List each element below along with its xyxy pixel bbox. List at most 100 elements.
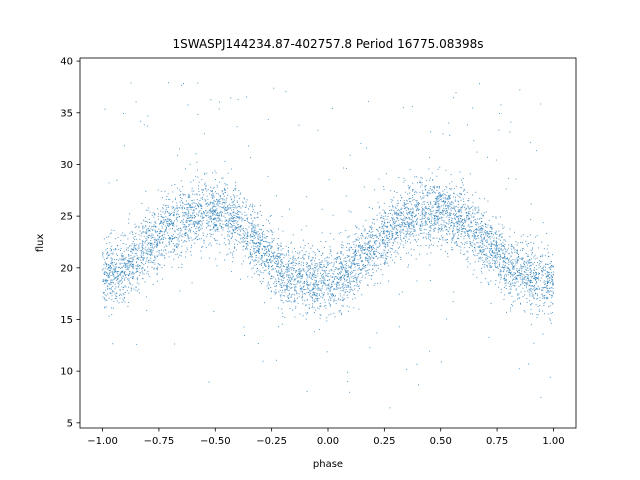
data-point <box>112 279 114 281</box>
data-point <box>505 288 507 290</box>
data-point <box>449 203 451 205</box>
data-point <box>250 239 252 241</box>
data-point <box>261 260 263 262</box>
data-point <box>224 224 226 225</box>
data-point <box>193 223 195 225</box>
data-point <box>379 244 381 246</box>
data-point <box>392 248 393 250</box>
data-point <box>215 220 217 222</box>
data-point <box>508 261 510 263</box>
data-point <box>496 267 498 269</box>
data-point <box>280 275 281 277</box>
data-point <box>128 222 130 224</box>
data-point <box>232 201 234 203</box>
data-point <box>166 226 167 228</box>
data-point <box>293 283 295 285</box>
data-point <box>333 312 335 314</box>
data-point <box>382 254 384 256</box>
data-point <box>448 201 450 202</box>
data-point <box>513 272 515 274</box>
data-point <box>212 211 214 212</box>
data-point <box>133 276 135 278</box>
data-point <box>423 209 425 211</box>
data-point <box>341 244 343 246</box>
data-point <box>125 258 127 260</box>
data-point <box>200 213 202 215</box>
data-point <box>288 264 289 266</box>
data-point <box>410 234 412 236</box>
data-point <box>400 200 401 202</box>
data-point <box>227 239 229 241</box>
data-point <box>167 222 169 224</box>
data-point <box>130 82 132 84</box>
data-point <box>438 186 440 187</box>
data-point <box>314 300 316 302</box>
data-point <box>192 221 194 223</box>
data-point <box>471 235 473 237</box>
data-point <box>512 259 514 260</box>
data-point <box>133 263 134 265</box>
data-point <box>447 205 449 207</box>
data-point <box>190 254 192 256</box>
data-point <box>482 249 484 251</box>
data-point <box>369 245 370 247</box>
data-point <box>112 252 114 254</box>
data-point <box>419 224 421 226</box>
data-point <box>482 225 484 227</box>
data-point <box>489 238 491 240</box>
data-point <box>442 204 444 206</box>
data-point <box>272 269 274 270</box>
data-point <box>321 288 323 290</box>
data-point <box>331 108 333 109</box>
data-point <box>519 273 521 274</box>
data-point <box>315 286 316 288</box>
data-point <box>437 222 439 224</box>
data-point <box>464 206 465 208</box>
data-point <box>462 219 464 220</box>
data-point <box>443 193 445 195</box>
data-point <box>105 279 107 281</box>
data-point <box>262 231 263 233</box>
data-point <box>474 235 476 236</box>
data-point <box>197 205 199 207</box>
data-point <box>373 223 375 225</box>
data-point <box>379 235 381 237</box>
data-point <box>458 231 460 233</box>
data-point <box>109 284 111 286</box>
data-point <box>277 259 279 261</box>
data-point <box>224 225 226 227</box>
data-point <box>450 174 452 176</box>
data-point <box>121 256 123 258</box>
data-point <box>268 248 269 250</box>
data-point <box>544 294 546 296</box>
data-point <box>196 193 198 195</box>
data-point <box>519 274 521 276</box>
data-point <box>429 233 431 235</box>
data-point <box>432 179 434 181</box>
data-point <box>113 268 115 270</box>
data-point <box>207 223 209 225</box>
data-point <box>286 288 287 290</box>
data-point <box>547 244 549 246</box>
data-point <box>121 267 123 269</box>
data-point <box>531 254 533 256</box>
data-point <box>552 284 554 286</box>
data-point <box>478 252 480 254</box>
data-point <box>323 266 325 267</box>
data-point <box>509 288 511 290</box>
data-point <box>206 190 208 192</box>
data-point <box>342 254 344 256</box>
data-point <box>360 235 362 237</box>
data-point <box>234 229 236 231</box>
data-point <box>371 208 373 210</box>
data-point <box>409 201 411 202</box>
data-point <box>404 225 406 227</box>
data-point <box>364 237 366 239</box>
data-point <box>356 245 358 247</box>
data-point <box>183 218 184 220</box>
data-point <box>331 255 333 257</box>
data-point <box>131 288 133 290</box>
data-point <box>543 303 545 305</box>
data-point <box>273 291 275 293</box>
data-point <box>183 212 185 214</box>
